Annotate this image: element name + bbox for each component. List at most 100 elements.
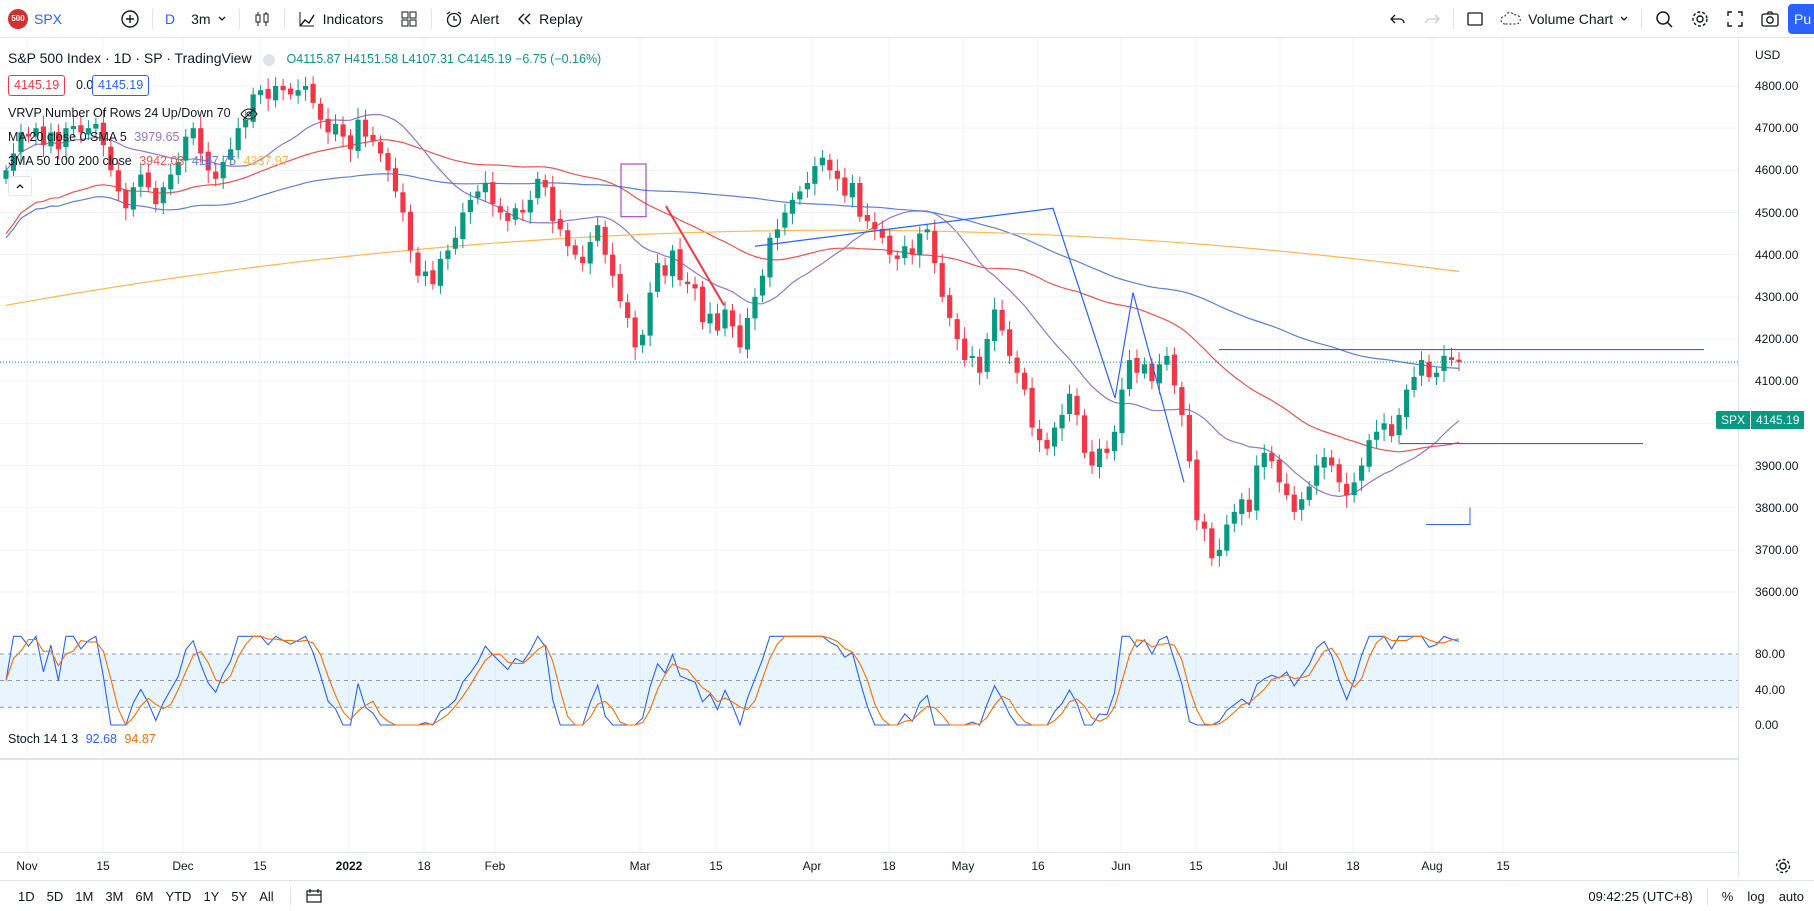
price-scale[interactable]: USD 4800.00 4700.00 4600.00 4500.00 4400.00 4… <box>1738 38 1814 878</box>
candle <box>190 122 196 146</box>
candle <box>1014 350 1020 384</box>
sell-price[interactable]: 4145.19 <box>8 75 66 96</box>
candle <box>93 117 99 138</box>
candle <box>729 304 736 338</box>
gear-icon[interactable] <box>1773 856 1793 876</box>
range-1m[interactable]: 1M <box>75 888 94 904</box>
replay-button[interactable]: Replay <box>507 4 591 34</box>
time-scale[interactable]: Nov 15 Dec 15 2022 18 Feb Mar 15 Apr 18 May 16 Jun 15 J… <box>0 852 1738 878</box>
candle <box>160 181 166 215</box>
log-toggle[interactable]: log <box>1747 889 1765 904</box>
goto-date-icon[interactable] <box>305 888 323 904</box>
range-3m[interactable]: 3M <box>105 888 124 904</box>
candle <box>205 142 211 183</box>
time-tick: Aug <box>1421 859 1443 873</box>
candle <box>1156 353 1163 395</box>
ma100-value: 4117.75 <box>191 154 237 168</box>
candle <box>1231 503 1237 533</box>
candle <box>273 77 279 108</box>
date-ranges: 1D 5D 1M 3M 6M YTD 1Y 5Y All <box>12 889 280 904</box>
ma-legend[interactable]: MA 20 close 0 SMA 5 3979.65 <box>8 130 179 144</box>
range-1d[interactable]: 1D <box>18 888 35 904</box>
small-box <box>1426 507 1471 526</box>
collapse-legend-button[interactable] <box>8 176 32 196</box>
candle <box>902 235 908 265</box>
candle <box>1179 381 1185 427</box>
vrvp-legend[interactable]: VRVP Number Of Rows 24 Up/Down 70 <box>8 106 258 121</box>
candle <box>228 137 234 166</box>
price-tick: 3700.00 <box>1755 542 1799 557</box>
range-6m[interactable]: 6M <box>135 888 154 904</box>
candle <box>1051 422 1058 457</box>
candle <box>1007 320 1013 364</box>
range-5d[interactable]: 5D <box>46 888 64 904</box>
percent-toggle[interactable]: % <box>1721 889 1734 904</box>
candle <box>213 163 219 187</box>
candle <box>1336 458 1342 493</box>
search-button[interactable] <box>1646 4 1682 34</box>
auto-toggle[interactable]: auto <box>1778 889 1804 904</box>
snapshot-button[interactable] <box>1752 4 1788 34</box>
stoch-legend[interactable]: Stoch 14 1 3 92.68 94.87 <box>8 732 156 746</box>
alert-label: Alert <box>470 10 500 27</box>
candle <box>100 110 106 157</box>
range-5y[interactable]: 5Y <box>231 888 248 904</box>
indicators-button[interactable]: Indicators <box>289 4 392 34</box>
chart-type-dropdown[interactable]: Volume Chart <box>1492 4 1637 34</box>
layout-button[interactable] <box>1458 4 1492 34</box>
candle <box>587 232 593 275</box>
legend-change: −6.75 (−0.16%) <box>515 52 602 66</box>
redo-button[interactable] <box>1415 4 1449 34</box>
price-tick: 3600.00 <box>1755 585 1799 599</box>
candle <box>947 287 953 327</box>
publish-button[interactable]: Pu <box>1788 4 1814 34</box>
candle <box>467 191 473 224</box>
moving-averages <box>5 113 1460 498</box>
time-tick: 18 <box>417 859 431 873</box>
candle <box>1314 454 1320 495</box>
buy-price[interactable]: 4145.19 <box>92 75 150 96</box>
settings-button[interactable] <box>1682 4 1718 34</box>
symbol-search-button[interactable]: 500 SPX <box>0 4 70 34</box>
candle <box>123 182 129 221</box>
templates-button[interactable] <box>391 4 427 34</box>
replay-label: Replay <box>539 10 583 27</box>
chevron-down-icon <box>218 16 226 21</box>
candles <box>3 76 1462 567</box>
candle <box>310 76 316 109</box>
chart-grid <box>0 38 1738 852</box>
ma3-legend[interactable]: 3MA 50 100 200 close 3942.03 4117.75 433… <box>8 154 289 168</box>
time-tick: Apr <box>802 859 822 873</box>
clock-label[interactable]: 09:42:25 (UTC+8) <box>1588 889 1693 904</box>
candle <box>138 164 144 197</box>
candle <box>722 301 728 337</box>
candle <box>130 182 136 217</box>
currency-label[interactable]: USD <box>1755 48 1781 62</box>
time-tick: Dec <box>172 859 194 873</box>
chart-style-button[interactable] <box>244 4 280 34</box>
candle <box>1111 425 1118 461</box>
gear-icon <box>1692 11 1708 27</box>
candle <box>954 313 960 351</box>
add-symbol-button[interactable] <box>112 4 148 34</box>
candle <box>362 109 369 148</box>
candle <box>70 114 77 137</box>
candle <box>872 212 878 241</box>
interval-button[interactable]: D 3m <box>157 4 235 34</box>
undo-button[interactable] <box>1381 4 1415 34</box>
candle <box>535 171 541 205</box>
candle <box>962 327 968 367</box>
range-1y[interactable]: 1Y <box>203 888 220 904</box>
candle <box>18 123 24 164</box>
range-all[interactable]: All <box>259 888 274 904</box>
candle <box>767 232 773 288</box>
alert-button[interactable]: Alert <box>436 4 507 34</box>
candle <box>1021 367 1028 396</box>
stoch-k-line <box>5 635 1460 727</box>
price-chart[interactable] <box>0 38 1738 852</box>
candle <box>460 202 466 248</box>
candle <box>550 175 556 234</box>
candle <box>1344 472 1350 508</box>
fullscreen-button[interactable] <box>1718 4 1752 34</box>
range-ytd[interactable]: YTD <box>165 888 192 904</box>
